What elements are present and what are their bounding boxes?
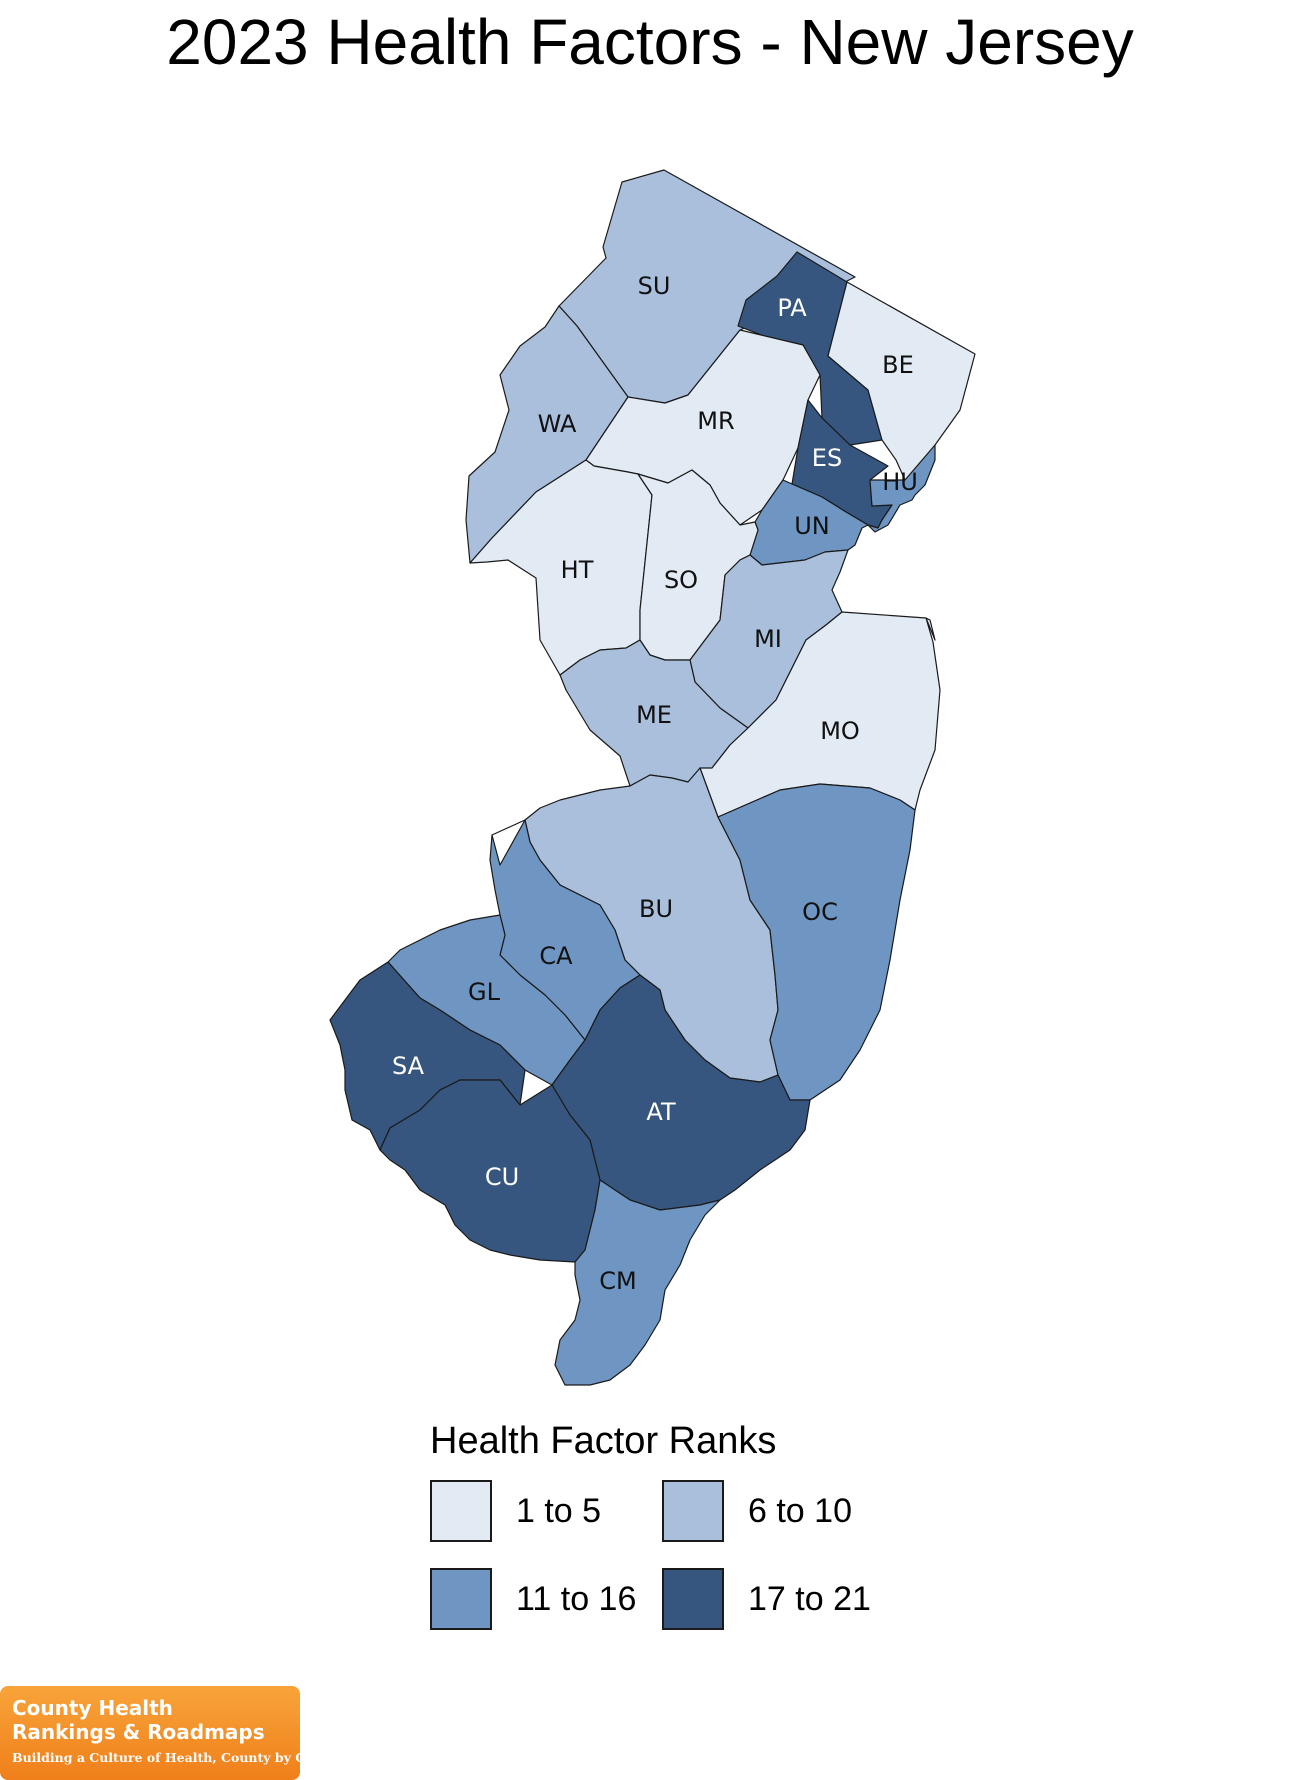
county-label-SA: SA	[392, 1052, 425, 1080]
county-CU[interactable]	[379, 1079, 601, 1263]
county-label-MO: MO	[820, 717, 860, 745]
county-AT[interactable]	[551, 974, 811, 1211]
logo-line-1: County Health	[12, 1696, 173, 1720]
county-label-HU: HU	[882, 468, 918, 496]
county-HU[interactable]	[867, 444, 936, 533]
logo-line-2: Rankings & Roadmaps	[12, 1720, 265, 1744]
legend-label: 1 to 5	[516, 1491, 602, 1530]
county-label-CU: CU	[485, 1163, 519, 1191]
county-label-AT: AT	[646, 1098, 676, 1126]
legend-label: 17 to 21	[748, 1579, 871, 1618]
new-jersey-county-map: SU PA BE WA MR ES HU UN HT SO MI ME MO BU OC CA GL SA AT CU…	[329, 169, 976, 1386]
legend-item-11-to-16: 11 to 16	[430, 1568, 636, 1630]
legend: Health Factor Ranks 1 to 5 6 to 10 11 to…	[430, 1420, 990, 1640]
county-label-BU: BU	[639, 895, 673, 923]
county-label-CA: CA	[539, 942, 573, 970]
county-label-OC: OC	[802, 898, 838, 926]
county-label-ES: ES	[812, 444, 842, 472]
county-label-SU: SU	[638, 272, 671, 300]
legend-item-1-to-5: 1 to 5	[430, 1480, 601, 1542]
legend-swatch	[430, 1568, 492, 1630]
county-OC[interactable]	[717, 783, 916, 1101]
legend-item-6-to-10: 6 to 10	[662, 1480, 852, 1542]
county-label-MI: MI	[754, 625, 782, 653]
county-CM[interactable]	[554, 1179, 721, 1386]
legend-swatch	[430, 1480, 492, 1542]
county-label-CM: CM	[599, 1267, 636, 1295]
logo-tagline: Building a Culture of Health, County by …	[12, 1750, 345, 1765]
county-label-PA: PA	[777, 294, 807, 322]
county-label-BE: BE	[882, 351, 914, 379]
legend-swatch	[662, 1480, 724, 1542]
county-label-ME: ME	[636, 701, 672, 729]
county-label-HT: HT	[561, 556, 594, 584]
county-health-rankings-logo: County Health Rankings & Roadmaps Buildi…	[0, 1686, 345, 1780]
legend-label: 6 to 10	[748, 1491, 852, 1530]
legend-label: 11 to 16	[516, 1579, 637, 1618]
map-title: 2023 Health Factors - New Jersey	[166, 6, 1134, 78]
county-label-MR: MR	[697, 407, 734, 435]
legend-swatch	[662, 1568, 724, 1630]
county-label-WA: WA	[538, 410, 577, 438]
county-label-UN: UN	[794, 512, 830, 540]
county-label-SO: SO	[664, 566, 698, 594]
county-label-GL: GL	[468, 978, 501, 1006]
legend-item-17-to-21: 17 to 21	[662, 1568, 871, 1630]
legend-title: Health Factor Ranks	[430, 1420, 777, 1462]
